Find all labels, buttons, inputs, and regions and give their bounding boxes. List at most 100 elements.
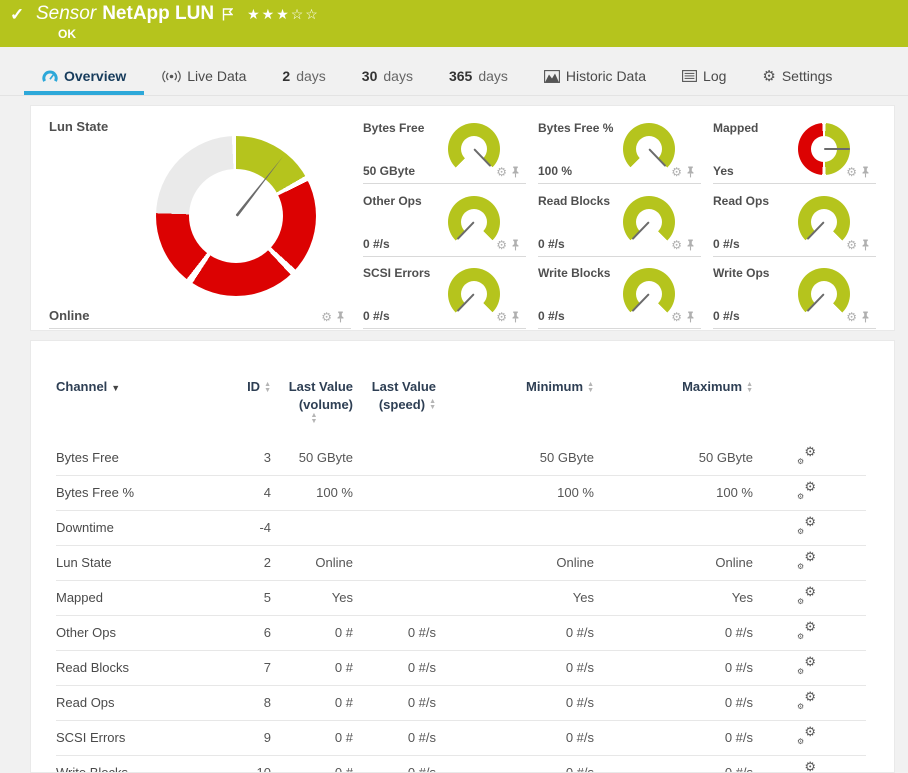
gear-icon[interactable]: ⚙ xyxy=(846,237,857,252)
gear-icon[interactable]: ⚙ xyxy=(671,310,682,325)
channel-name: Other Ops xyxy=(56,614,216,651)
gauge-needle xyxy=(648,148,667,167)
sensor-status-text: OK xyxy=(58,27,76,41)
tab-log[interactable]: Log xyxy=(664,68,744,95)
gauge-cell-other-ops: Other Ops 0 #/s ⚙ xyxy=(363,185,526,257)
maximum-value: Online xyxy=(594,544,753,581)
channel-settings-icon[interactable]: ⚙⚙ xyxy=(797,618,816,641)
last-value-speed xyxy=(353,441,436,476)
maximum-value: 0 #/s xyxy=(594,754,753,772)
read-ops-gauge xyxy=(798,195,850,248)
channel-settings-icon[interactable]: ⚙⚙ xyxy=(797,723,816,746)
gear-icon[interactable]: ⚙ xyxy=(671,237,682,252)
pin-icon[interactable] xyxy=(511,311,520,323)
pin-icon[interactable] xyxy=(861,166,870,178)
table-row: Write Blocks 10 0 # 0 #/s 0 #/s 0 #/s ⚙⚙ xyxy=(56,754,866,773)
channel-settings-icon[interactable]: ⚙⚙ xyxy=(797,513,816,536)
channel-id: 10 xyxy=(216,754,271,772)
channel-settings-icon[interactable]: ⚙⚙ xyxy=(804,758,816,773)
channel-settings-icon[interactable]: ⚙⚙ xyxy=(797,653,816,676)
channel-name: Downtime xyxy=(56,509,216,546)
table-row: SCSI Errors 9 0 # 0 #/s 0 #/s 0 #/s ⚙ ⚙ xyxy=(56,719,866,756)
minimum-value: Online xyxy=(436,544,594,581)
channel-settings-icon[interactable]: ⚙⚙ xyxy=(797,548,816,571)
gear-icon[interactable]: ⚙ xyxy=(846,165,857,179)
gauge-cell-read-blocks: Read Blocks 0 #/s ⚙ xyxy=(538,185,701,257)
tab-overview[interactable]: Overview xyxy=(24,68,145,95)
tab-historic-data[interactable]: Historic Data xyxy=(526,68,664,95)
maximum-value: 50 GByte xyxy=(698,450,753,466)
col-header-last-value-volume[interactable]: Last Value (volume) ▲ ▼ xyxy=(271,341,353,441)
gear-icon[interactable]: ⚙ xyxy=(846,310,857,325)
gear-icon: ⚙ xyxy=(762,67,776,85)
priority-stars[interactable]: ★★★☆☆ xyxy=(247,5,320,22)
pin-icon[interactable] xyxy=(511,239,520,251)
gauge-value: 0 #/s xyxy=(538,309,565,324)
gauge-needle xyxy=(473,148,492,167)
live-data-icon xyxy=(162,70,182,82)
sensor-status-header: ✓ Sensor NetApp LUN ★★★☆☆ OK xyxy=(0,0,908,47)
gear-icon[interactable]: ⚙ xyxy=(496,237,507,252)
gauge-title: Lun State xyxy=(49,119,109,134)
tab-settings[interactable]: ⚙ Settings xyxy=(762,67,833,85)
channel-settings-icon[interactable]: ⚙⚙ xyxy=(797,443,816,466)
gauge-needle xyxy=(456,293,475,313)
col-header-maximum[interactable]: Maximum ▲ ▼ xyxy=(682,379,753,394)
maximum-value: 0 #/s xyxy=(594,649,753,686)
tab-live-data[interactable]: Live Data xyxy=(144,68,264,95)
channel-name: Lun State xyxy=(56,544,216,581)
col-header-id[interactable]: ID ▲ ▼ xyxy=(247,379,271,394)
gauge-title: Read Ops xyxy=(713,193,770,208)
sort-icon: ▲ ▼ xyxy=(264,380,271,394)
table-row: Read Blocks 7 0 # 0 #/s 0 #/s 0 #/s ⚙ ⚙ xyxy=(56,649,866,686)
flag-icon[interactable] xyxy=(222,7,234,21)
last-value-volume: 0 # xyxy=(271,614,353,651)
channel-settings-icon[interactable]: ⚙⚙ xyxy=(797,583,816,606)
pin-icon[interactable] xyxy=(686,311,695,323)
channel-name: Read Blocks xyxy=(56,649,216,686)
channel-settings-icon[interactable]: ⚙⚙ xyxy=(797,478,816,501)
gear-icon[interactable]: ⚙ xyxy=(321,310,332,324)
tab-365-days[interactable]: 365 days xyxy=(448,68,508,84)
gear-icon[interactable]: ⚙ xyxy=(671,165,682,179)
tab-30-days[interactable]: 30 days xyxy=(361,68,413,84)
last-value-speed: 0 #/s xyxy=(353,649,436,686)
last-value-volume: 100 % xyxy=(271,474,353,511)
table-row: Bytes Free 3 50 GByte 50 GByte 50 GByte … xyxy=(56,441,866,476)
pin-icon[interactable] xyxy=(861,239,870,251)
bytes-free-gauge xyxy=(448,123,500,175)
minimum-value: Yes xyxy=(436,579,594,616)
col-header-last-value-speed[interactable]: Last Value (speed) ▲ ▼ xyxy=(371,379,436,412)
pin-icon[interactable] xyxy=(336,311,345,323)
status-check-icon: ✓ xyxy=(10,5,25,24)
col-header-minimum[interactable]: Minimum ▲ ▼ xyxy=(526,379,594,394)
channel-id: -4 xyxy=(216,509,271,546)
channel-settings-icon[interactable]: ⚙⚙ xyxy=(797,688,816,711)
gauge-needle xyxy=(456,220,475,240)
gauge-cell-bytes-free-pct: Bytes Free % 100 % ⚙ xyxy=(538,112,701,184)
gear-icon[interactable]: ⚙ xyxy=(496,310,507,325)
last-value-volume: 50 GByte xyxy=(298,450,353,466)
pin-icon[interactable] xyxy=(686,166,695,178)
sort-icon: ▲ ▼ xyxy=(310,412,318,426)
gauge-value: 50 GByte xyxy=(363,164,416,178)
gauge-title: Mapped xyxy=(713,121,759,135)
gauge-value: 0 #/s xyxy=(363,309,390,324)
object-kind-label: Sensor xyxy=(36,3,97,24)
channel-name: Mapped xyxy=(56,579,216,616)
channel-id: 7 xyxy=(216,649,271,686)
pin-icon[interactable] xyxy=(861,311,870,323)
pin-icon[interactable] xyxy=(686,239,695,251)
gauge-needle xyxy=(806,293,825,313)
gauge-cell-write-ops: Write Ops 0 #/s ⚙ xyxy=(713,257,876,330)
channel-id: 2 xyxy=(216,544,271,581)
channel-name: Bytes Free % xyxy=(56,474,216,511)
tab-2-days[interactable]: 2 days xyxy=(282,68,326,84)
channel-name: Write Blocks xyxy=(56,754,216,772)
col-header-channel[interactable]: Channel ▼ xyxy=(56,379,121,394)
pin-icon[interactable] xyxy=(511,166,520,178)
minimum-value: 100 % xyxy=(436,474,594,511)
log-icon xyxy=(682,70,697,82)
last-value-volume: Yes xyxy=(271,579,353,616)
gear-icon[interactable]: ⚙ xyxy=(496,165,507,179)
